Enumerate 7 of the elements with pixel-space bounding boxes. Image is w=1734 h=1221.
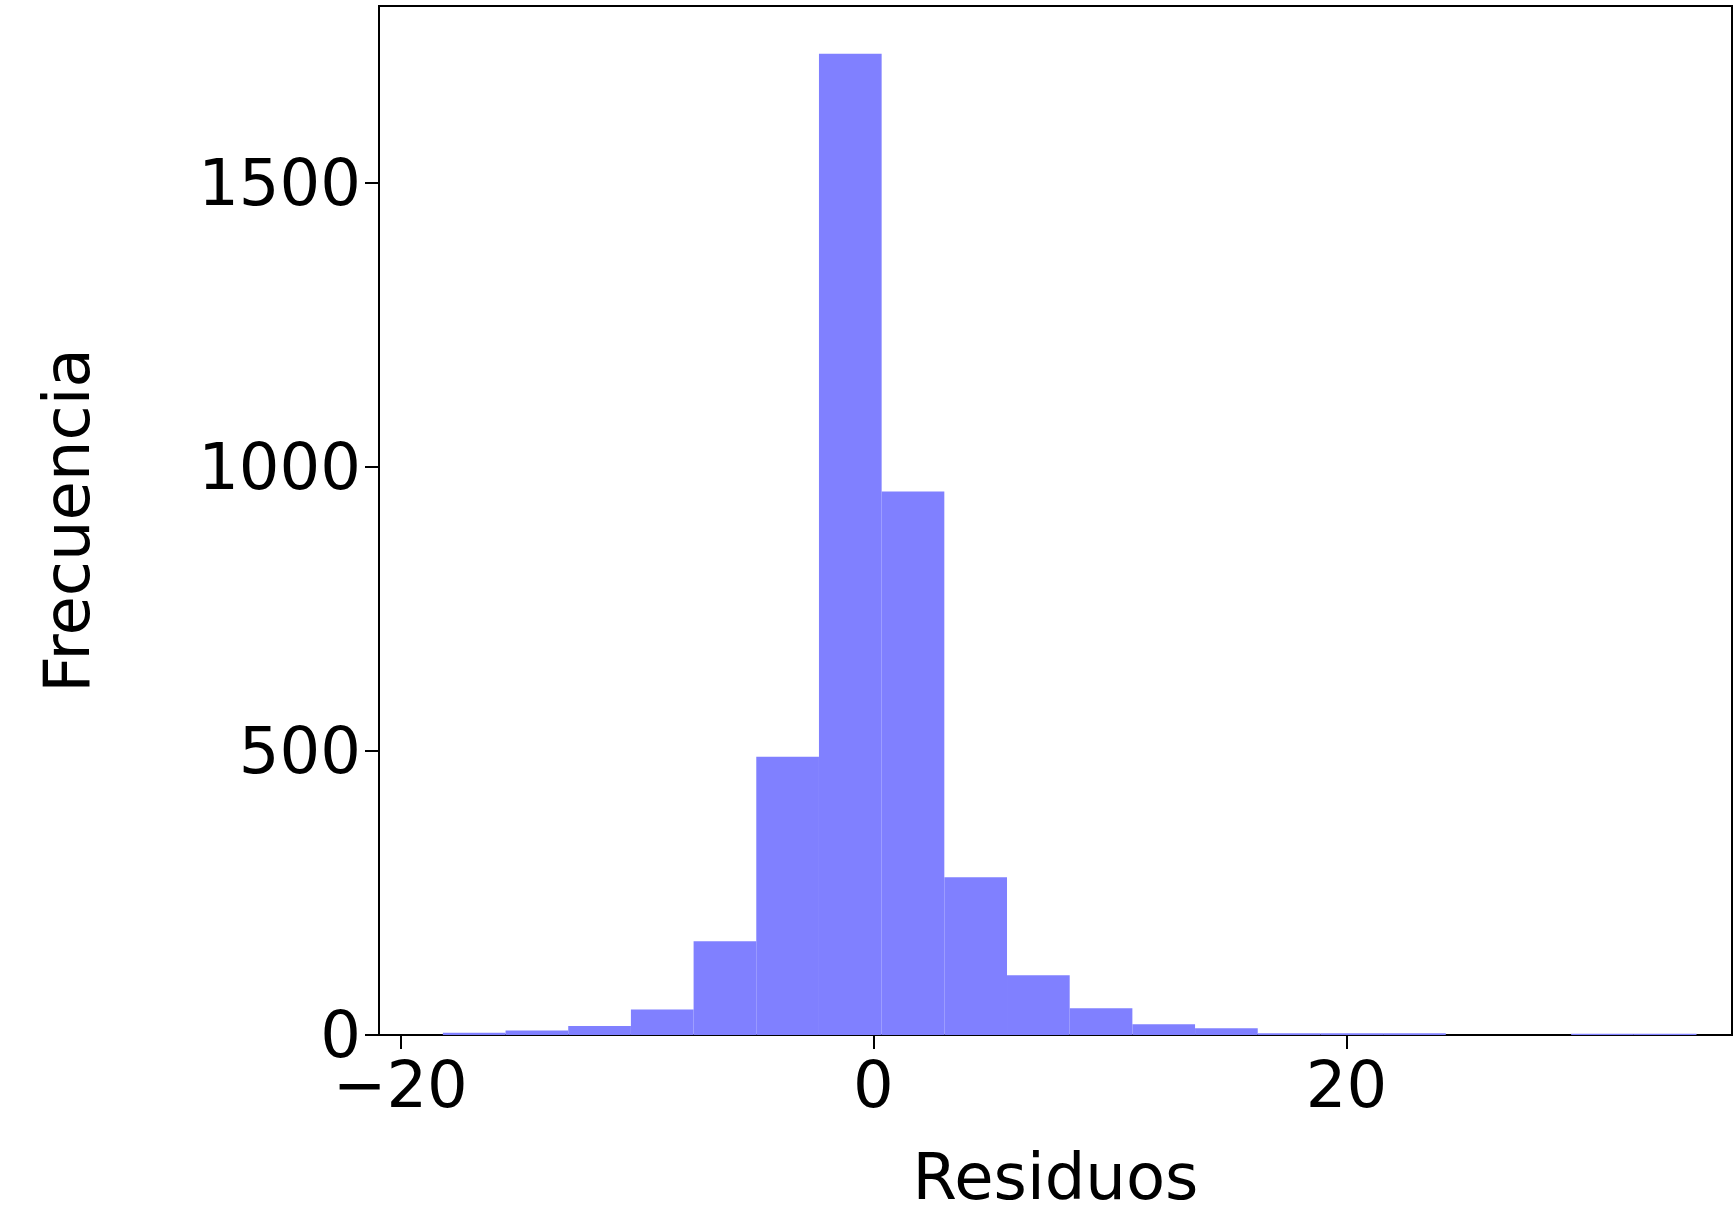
y-tick-label: 500 [238, 714, 361, 789]
x-tick-label: 0 [853, 1048, 894, 1122]
y-tick-label: 1000 [198, 430, 361, 505]
y-tick-label: 1500 [198, 146, 361, 221]
x-axis-title: Residuos [912, 1140, 1199, 1214]
y-axis-title: Frecuencia [30, 348, 104, 693]
x-tick-label: 20 [1305, 1048, 1388, 1122]
